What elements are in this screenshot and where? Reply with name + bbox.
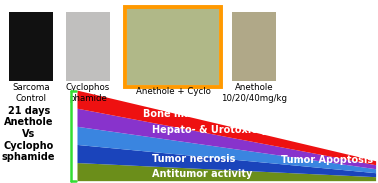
Text: Anethole + Cyclo: Anethole + Cyclo bbox=[136, 87, 211, 96]
Text: Hepato- & Urotoxicty: Hepato- & Urotoxicty bbox=[152, 125, 268, 135]
Text: Anethole
10/20/40mg/kg: Anethole 10/20/40mg/kg bbox=[222, 83, 287, 103]
FancyBboxPatch shape bbox=[232, 12, 276, 81]
Text: Cyclophos
phamide: Cyclophos phamide bbox=[66, 83, 110, 103]
Text: Bone marrow suppression: Bone marrow suppression bbox=[143, 109, 287, 119]
Polygon shape bbox=[77, 163, 376, 181]
Polygon shape bbox=[77, 145, 376, 177]
Polygon shape bbox=[77, 91, 376, 165]
Text: Tumor necrosis: Tumor necrosis bbox=[152, 154, 235, 164]
Text: Antitumor activity: Antitumor activity bbox=[152, 169, 253, 179]
Polygon shape bbox=[77, 127, 376, 173]
Text: Sarcoma
Control: Sarcoma Control bbox=[12, 83, 50, 103]
FancyBboxPatch shape bbox=[127, 8, 219, 85]
Text: Tumor Apoptosis: Tumor Apoptosis bbox=[280, 155, 373, 165]
FancyBboxPatch shape bbox=[66, 12, 110, 81]
Text: 21 days
Anethole
Vs
Cyclopho
sphamide: 21 days Anethole Vs Cyclopho sphamide bbox=[2, 106, 56, 162]
FancyBboxPatch shape bbox=[9, 12, 53, 81]
Polygon shape bbox=[77, 109, 376, 169]
